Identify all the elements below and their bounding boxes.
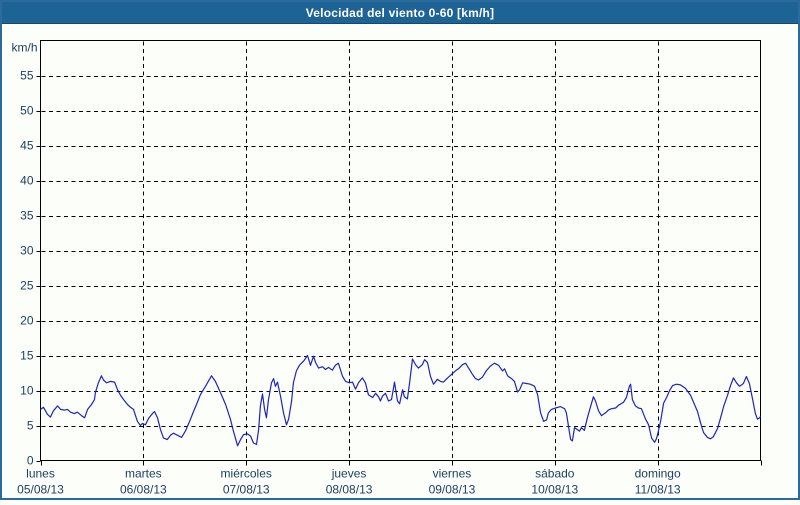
y-tick-label: 50 [20,104,34,118]
y-tick-label: 45 [20,139,34,153]
y-tick-label: 25 [20,279,34,293]
y-tick-label: 0 [27,454,34,468]
chart-title: Velocidad del viento 0-60 [km/h] [305,5,495,20]
x-date-label: 05/08/13 [17,483,64,497]
x-day-label: sábado [535,467,575,481]
y-tick-label: 30 [20,244,34,258]
x-day-label: jueves [331,467,367,481]
x-day-label: domingo [635,467,681,481]
y-tick-label: 10 [20,384,34,398]
x-date-label: 10/08/13 [531,483,578,497]
x-date-label: 09/08/13 [429,483,476,497]
y-tick-label: 15 [20,349,34,363]
x-date-label: 06/08/13 [120,483,167,497]
x-day-label: miércoles [221,467,272,481]
x-day-label: viernes [433,467,472,481]
y-axis-unit-label: km/h [11,41,37,55]
y-tick-label: 55 [20,69,34,83]
x-date-label: 07/08/13 [223,483,270,497]
chart-titlebar: Velocidad del viento 0-60 [km/h] [2,2,798,24]
x-date-label: 11/08/13 [635,483,681,497]
y-tick-label: 20 [20,314,34,328]
plot-border [40,40,761,461]
wind-speed-line [40,354,762,447]
x-day-label: martes [125,467,162,481]
y-tick-label: 5 [27,419,34,433]
y-tick-label: 35 [20,209,34,223]
y-tick-label: 40 [20,174,34,188]
x-day-label: lunes [26,467,55,481]
x-date-label: 08/08/13 [326,483,373,497]
